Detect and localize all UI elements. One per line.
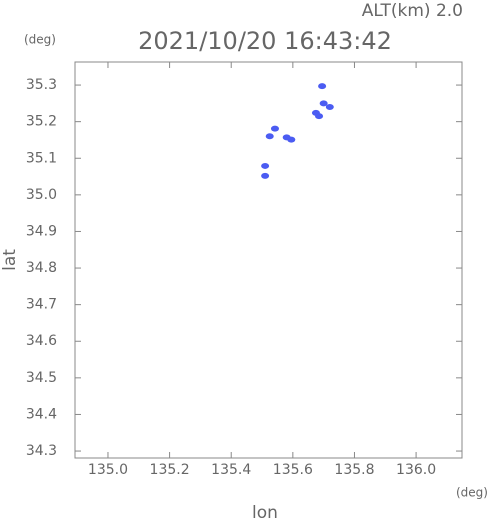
x-tick-label: 135.4: [211, 462, 251, 478]
y-tick-label: 35.2: [26, 114, 57, 130]
y-tick-label: 34.7: [26, 297, 57, 313]
y-tick-label: 34.4: [26, 406, 57, 422]
echo-point: [325, 104, 334, 111]
plot-frame: [74, 61, 463, 459]
chart-title: 2021/10/20 16:43:42: [138, 27, 392, 55]
x-tick-label: 135.8: [334, 462, 374, 478]
echo-point: [261, 172, 270, 179]
x-tick-label: 135.2: [150, 462, 190, 478]
echo-point: [318, 83, 327, 90]
subtitle: ALT(km) 2.0: [362, 1, 463, 21]
y-tick-label: 35.3: [26, 77, 57, 93]
y-tick-label: 34.3: [26, 443, 57, 459]
y-axis-label: lat: [0, 249, 20, 271]
y-tick-label: 35.1: [26, 150, 57, 166]
echo-point: [261, 162, 270, 169]
x-tick-label: 136.0: [396, 462, 436, 478]
y-tick-label: 34.6: [26, 333, 57, 349]
x-unit: (deg): [456, 486, 488, 500]
x-tick-label: 135.0: [88, 462, 128, 478]
y-tick-label: 35.0: [26, 187, 57, 203]
echo-point: [287, 136, 296, 143]
echo-point: [265, 133, 274, 140]
x-axis-label: lon: [252, 503, 278, 521]
y-tick-label: 34.8: [26, 260, 57, 276]
x-tick-label: 135.6: [273, 462, 313, 478]
y-tick-label: 34.9: [26, 223, 57, 239]
y-unit: (deg): [24, 33, 56, 47]
y-tick-label: 34.5: [26, 370, 57, 386]
echo-point: [319, 100, 328, 107]
echo-point: [270, 125, 279, 132]
echo-point: [315, 113, 324, 120]
